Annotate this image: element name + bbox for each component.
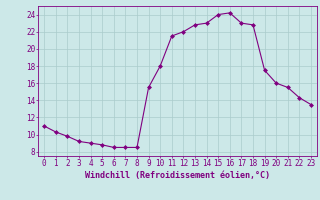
X-axis label: Windchill (Refroidissement éolien,°C): Windchill (Refroidissement éolien,°C) <box>85 171 270 180</box>
